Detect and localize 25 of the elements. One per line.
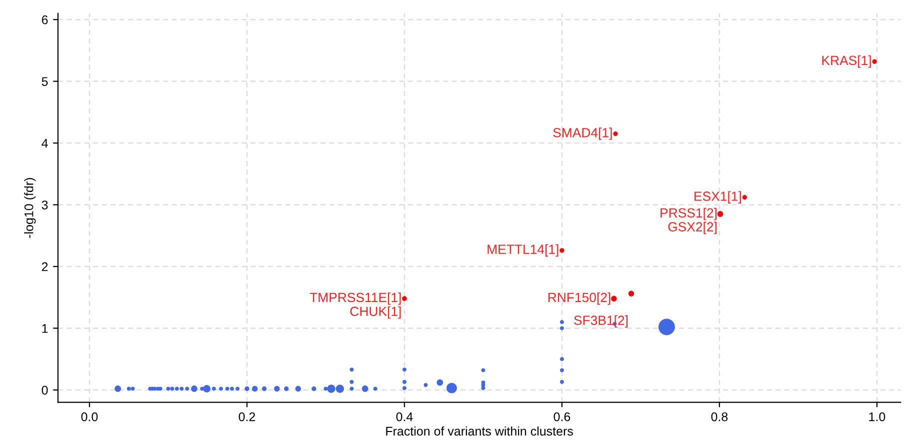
x-tick-label: 1.0 — [869, 412, 886, 422]
y-axis-title: -log10 (fdr) — [24, 178, 36, 238]
y-tick-label: 5 — [42, 77, 48, 86]
x-tick-label: 0.8 — [711, 412, 728, 422]
annotation: SF3B1[2] — [574, 315, 628, 328]
annotation: ESX1[1] — [694, 191, 741, 204]
annotation: SMAD4[1] — [553, 128, 612, 140]
x-tick-label: 0.6 — [554, 412, 570, 422]
y-tick-label: 2 — [42, 262, 48, 272]
annotation: CHUK[1] — [350, 306, 401, 319]
annotation: PRSS1[2] — [660, 208, 717, 220]
x-tick-label: 0.4 — [396, 412, 413, 422]
y-tick-label: 1 — [42, 324, 48, 333]
x-tick-label: 0.2 — [238, 412, 256, 422]
y-tick-label: 3 — [42, 200, 48, 210]
y-tick-label: 0 — [42, 386, 48, 395]
annotation: KRAS[1] — [822, 55, 871, 68]
y-tick-label: 4 — [42, 138, 48, 148]
x-tick-label: 0.0 — [81, 412, 98, 422]
annotation: METTL14[1] — [488, 244, 558, 257]
y-tick-label: 6 — [42, 15, 48, 24]
annotation: RNF150[2] — [548, 292, 610, 305]
annotation: GSX2[2] — [668, 222, 717, 234]
x-axis-title: Fraction of variants within clusters — [386, 426, 573, 436]
annotation: TMPRSS11E[1] — [310, 292, 401, 305]
